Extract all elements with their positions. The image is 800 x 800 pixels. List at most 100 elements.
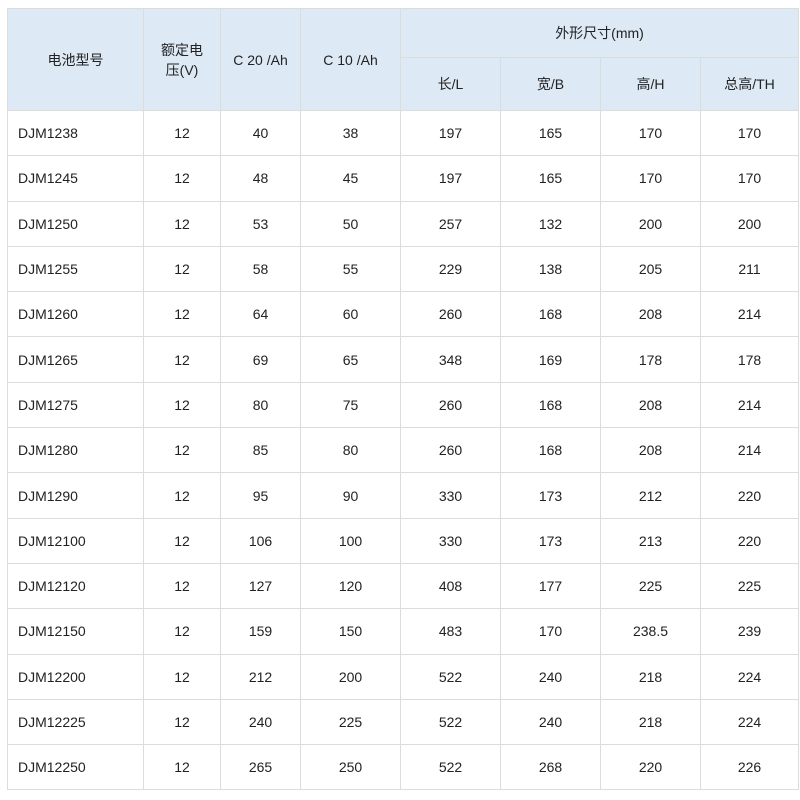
- cell-height: 208: [600, 427, 701, 474]
- cell-model: DJM1290: [7, 472, 144, 519]
- cell-voltage: 12: [143, 291, 221, 338]
- cell-c10: 60: [300, 291, 401, 338]
- cell-c20: 212: [220, 653, 301, 700]
- cell-width: 165: [500, 109, 601, 157]
- header-dimensions: 外形尺寸(mm): [399, 8, 800, 58]
- cell-width: 169: [500, 336, 601, 383]
- cell-model: DJM1245: [7, 155, 144, 202]
- table-row: DJM1260 12 64 60 260 168 208 214: [7, 291, 800, 338]
- cell-width: 132: [500, 200, 601, 247]
- cell-length: 408: [400, 562, 501, 610]
- cell-height: 208: [600, 291, 701, 338]
- cell-c10: 75: [300, 381, 401, 429]
- cell-length: 330: [400, 517, 501, 564]
- header-length: 长/L: [400, 57, 501, 111]
- cell-length: 257: [400, 200, 501, 247]
- cell-c10: 50: [300, 200, 401, 247]
- cell-model: DJM1255: [7, 245, 144, 293]
- cell-width: 138: [500, 245, 601, 293]
- cell-c20: 106: [220, 517, 301, 564]
- cell-c10: 65: [300, 336, 401, 383]
- table-row: DJM1245 12 48 45 197 165 170 170: [7, 155, 800, 202]
- cell-height: 220: [600, 744, 701, 791]
- cell-length: 348: [400, 336, 501, 383]
- cell-c10: 45: [300, 155, 401, 202]
- cell-c20: 265: [220, 744, 301, 791]
- cell-c10: 120: [300, 562, 401, 610]
- table-row: DJM12100 12 106 100 330 173 213 220: [7, 517, 800, 564]
- cell-model: DJM12250: [7, 744, 144, 791]
- cell-total-height: 224: [699, 698, 800, 746]
- cell-voltage: 12: [143, 698, 221, 746]
- table-row: DJM1250 12 53 50 257 132 200 200: [7, 200, 800, 247]
- cell-length: 229: [400, 245, 501, 293]
- cell-model: DJM1280: [7, 427, 144, 474]
- cell-c20: 53: [220, 200, 301, 247]
- cell-total-height: 170: [699, 155, 800, 202]
- cell-voltage: 12: [143, 562, 221, 610]
- cell-voltage: 12: [143, 472, 221, 519]
- cell-total-height: 226: [699, 744, 800, 791]
- cell-width: 168: [500, 291, 601, 338]
- cell-voltage: 12: [143, 744, 221, 791]
- cell-height: 212: [600, 472, 701, 519]
- cell-c20: 40: [220, 109, 301, 157]
- table-row: DJM1275 12 80 75 260 168 208 214: [7, 381, 800, 429]
- cell-voltage: 12: [143, 245, 221, 293]
- cell-c10: 55: [300, 245, 401, 293]
- cell-width: 168: [500, 427, 601, 474]
- cell-voltage: 12: [143, 608, 221, 655]
- cell-c20: 240: [220, 698, 301, 746]
- cell-total-height: 224: [699, 653, 800, 700]
- table-row: DJM12120 12 127 120 408 177 225 225: [7, 562, 800, 610]
- cell-c10: 250: [300, 744, 401, 791]
- cell-model: DJM12100: [7, 517, 144, 564]
- cell-height: 218: [600, 698, 701, 746]
- cell-width: 173: [500, 472, 601, 519]
- cell-voltage: 12: [143, 109, 221, 157]
- cell-total-height: 200: [699, 200, 800, 247]
- table-row: DJM1290 12 95 90 330 173 212 220: [7, 472, 800, 519]
- header-total-height: 总高/TH: [699, 57, 800, 111]
- cell-length: 197: [400, 155, 501, 202]
- table-row: DJM1255 12 58 55 229 138 205 211: [7, 245, 800, 293]
- cell-c20: 64: [220, 291, 301, 338]
- cell-model: DJM1238: [7, 109, 144, 157]
- cell-voltage: 12: [143, 200, 221, 247]
- cell-height: 225: [600, 562, 701, 610]
- cell-c10: 90: [300, 472, 401, 519]
- cell-height: 205: [600, 245, 701, 293]
- cell-c10: 38: [300, 109, 401, 157]
- table-row: DJM12250 12 265 250 522 268 220 226: [7, 744, 800, 791]
- cell-height: 178: [600, 336, 701, 383]
- cell-width: 173: [500, 517, 601, 564]
- cell-width: 168: [500, 381, 601, 429]
- header-model: 电池型号: [7, 8, 144, 111]
- cell-voltage: 12: [143, 653, 221, 700]
- cell-total-height: 178: [699, 336, 800, 383]
- cell-c10: 200: [300, 653, 401, 700]
- header-width: 宽/B: [500, 57, 601, 111]
- cell-c20: 58: [220, 245, 301, 293]
- table-row: DJM12150 12 159 150 483 170 238.5 239: [7, 608, 800, 655]
- battery-spec-table: 电池型号 额定电压(V) C 20 /Ah C 10 /Ah 外形尺寸(mm) …: [7, 8, 800, 791]
- cell-model: DJM1265: [7, 336, 144, 383]
- cell-total-height: 214: [699, 381, 800, 429]
- cell-c20: 95: [220, 472, 301, 519]
- cell-total-height: 239: [699, 608, 800, 655]
- cell-model: DJM12150: [7, 608, 144, 655]
- cell-length: 330: [400, 472, 501, 519]
- cell-width: 240: [500, 698, 601, 746]
- cell-width: 240: [500, 653, 601, 700]
- cell-length: 260: [400, 291, 501, 338]
- cell-total-height: 211: [699, 245, 800, 293]
- cell-c10: 150: [300, 608, 401, 655]
- cell-length: 483: [400, 608, 501, 655]
- cell-length: 260: [400, 427, 501, 474]
- cell-c10: 225: [300, 698, 401, 746]
- header-voltage: 额定电压(V): [143, 8, 221, 111]
- cell-c20: 85: [220, 427, 301, 474]
- cell-model: DJM12120: [7, 562, 144, 610]
- cell-height: 200: [600, 200, 701, 247]
- header-height: 高/H: [600, 57, 701, 111]
